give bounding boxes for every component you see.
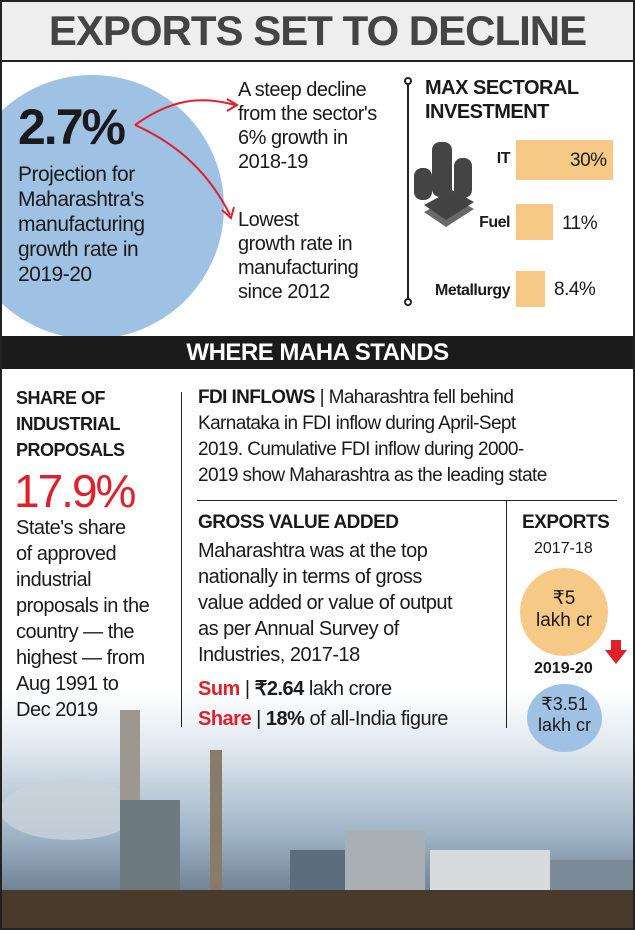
share-value: 18%: [265, 708, 305, 730]
gva-sum: Sum | ₹2.64 lakh crore: [198, 678, 392, 700]
exports-year-2: 2019-20: [534, 660, 593, 677]
bar-value-fuel: 11%: [562, 213, 598, 234]
sum-unit: lakh crore: [303, 678, 392, 700]
divider-dot: [404, 77, 412, 85]
exports-value-2: ₹3.51 lakh cr: [527, 684, 602, 752]
factory-silhouette-icon: [0, 710, 635, 930]
divider: [181, 392, 182, 727]
divider: [197, 500, 617, 501]
exports-title: EXPORTS: [522, 512, 610, 533]
proposals-title: SHARE OF INDUSTRIAL PROPOSALS: [16, 388, 125, 460]
divider: [407, 80, 409, 302]
investment-title: MAX SECTORAL INVESTMENT: [425, 77, 579, 123]
fdi-block: FDI INFLOWS | Maharashtra fell behind Ka…: [198, 387, 547, 486]
fdi-text: Maharashtra fell behind Karnataka in FDI…: [198, 387, 547, 486]
projection-circle: [0, 75, 224, 339]
bar-metallurgy: [516, 271, 545, 307]
bar-value-metallurgy: 8.4%: [554, 279, 596, 300]
bar-label-it: IT: [496, 150, 511, 167]
gva-title: GROSS VALUE ADDED: [198, 512, 399, 533]
proposals-text: State's share of approved industrial pro…: [16, 517, 150, 721]
bar-fuel: [516, 204, 553, 240]
note-lowest: Lowest growth rate in manufacturing sinc…: [238, 209, 359, 303]
red-arrows-icon: [134, 98, 239, 220]
coins-and-cash-icon: [414, 142, 474, 227]
exports-year-1: 2017-18: [534, 540, 593, 557]
bar-it: [516, 140, 613, 180]
share-unit: of all-India figure: [304, 708, 448, 730]
bar-label-fuel: Fuel: [479, 214, 510, 231]
section-band: WHERE MAHA STANDS: [0, 336, 635, 369]
divider: [506, 500, 507, 728]
sum-label: Sum: [198, 678, 240, 700]
factory-photo: [0, 690, 635, 930]
fdi-title: FDI INFLOWS: [198, 387, 315, 408]
gva-text: Maharashtra was at the top nationally in…: [198, 540, 453, 666]
note-decline: A steep decline from the sector's 6% gro…: [238, 79, 377, 173]
sum-value: ₹2.64: [254, 678, 305, 700]
exports-value-1: ₹5 lakh cr: [520, 568, 608, 656]
bar-value-it: 30%: [570, 150, 607, 171]
share-label: Share: [198, 708, 252, 730]
down-arrow-icon: [605, 640, 627, 664]
proposals-value: 17.9%: [14, 465, 136, 517]
projection-text: Projection for Maharashtra's manufacturi…: [18, 163, 145, 286]
bar-label-metallurgy: Metallurgy: [434, 282, 511, 299]
gva-share: Share | 18% of all-India figure: [198, 708, 448, 730]
headline: EXPORTS SET TO DECLINE: [0, 0, 635, 62]
projection-value: 2.7%: [18, 99, 126, 155]
divider-dot: [404, 298, 412, 306]
